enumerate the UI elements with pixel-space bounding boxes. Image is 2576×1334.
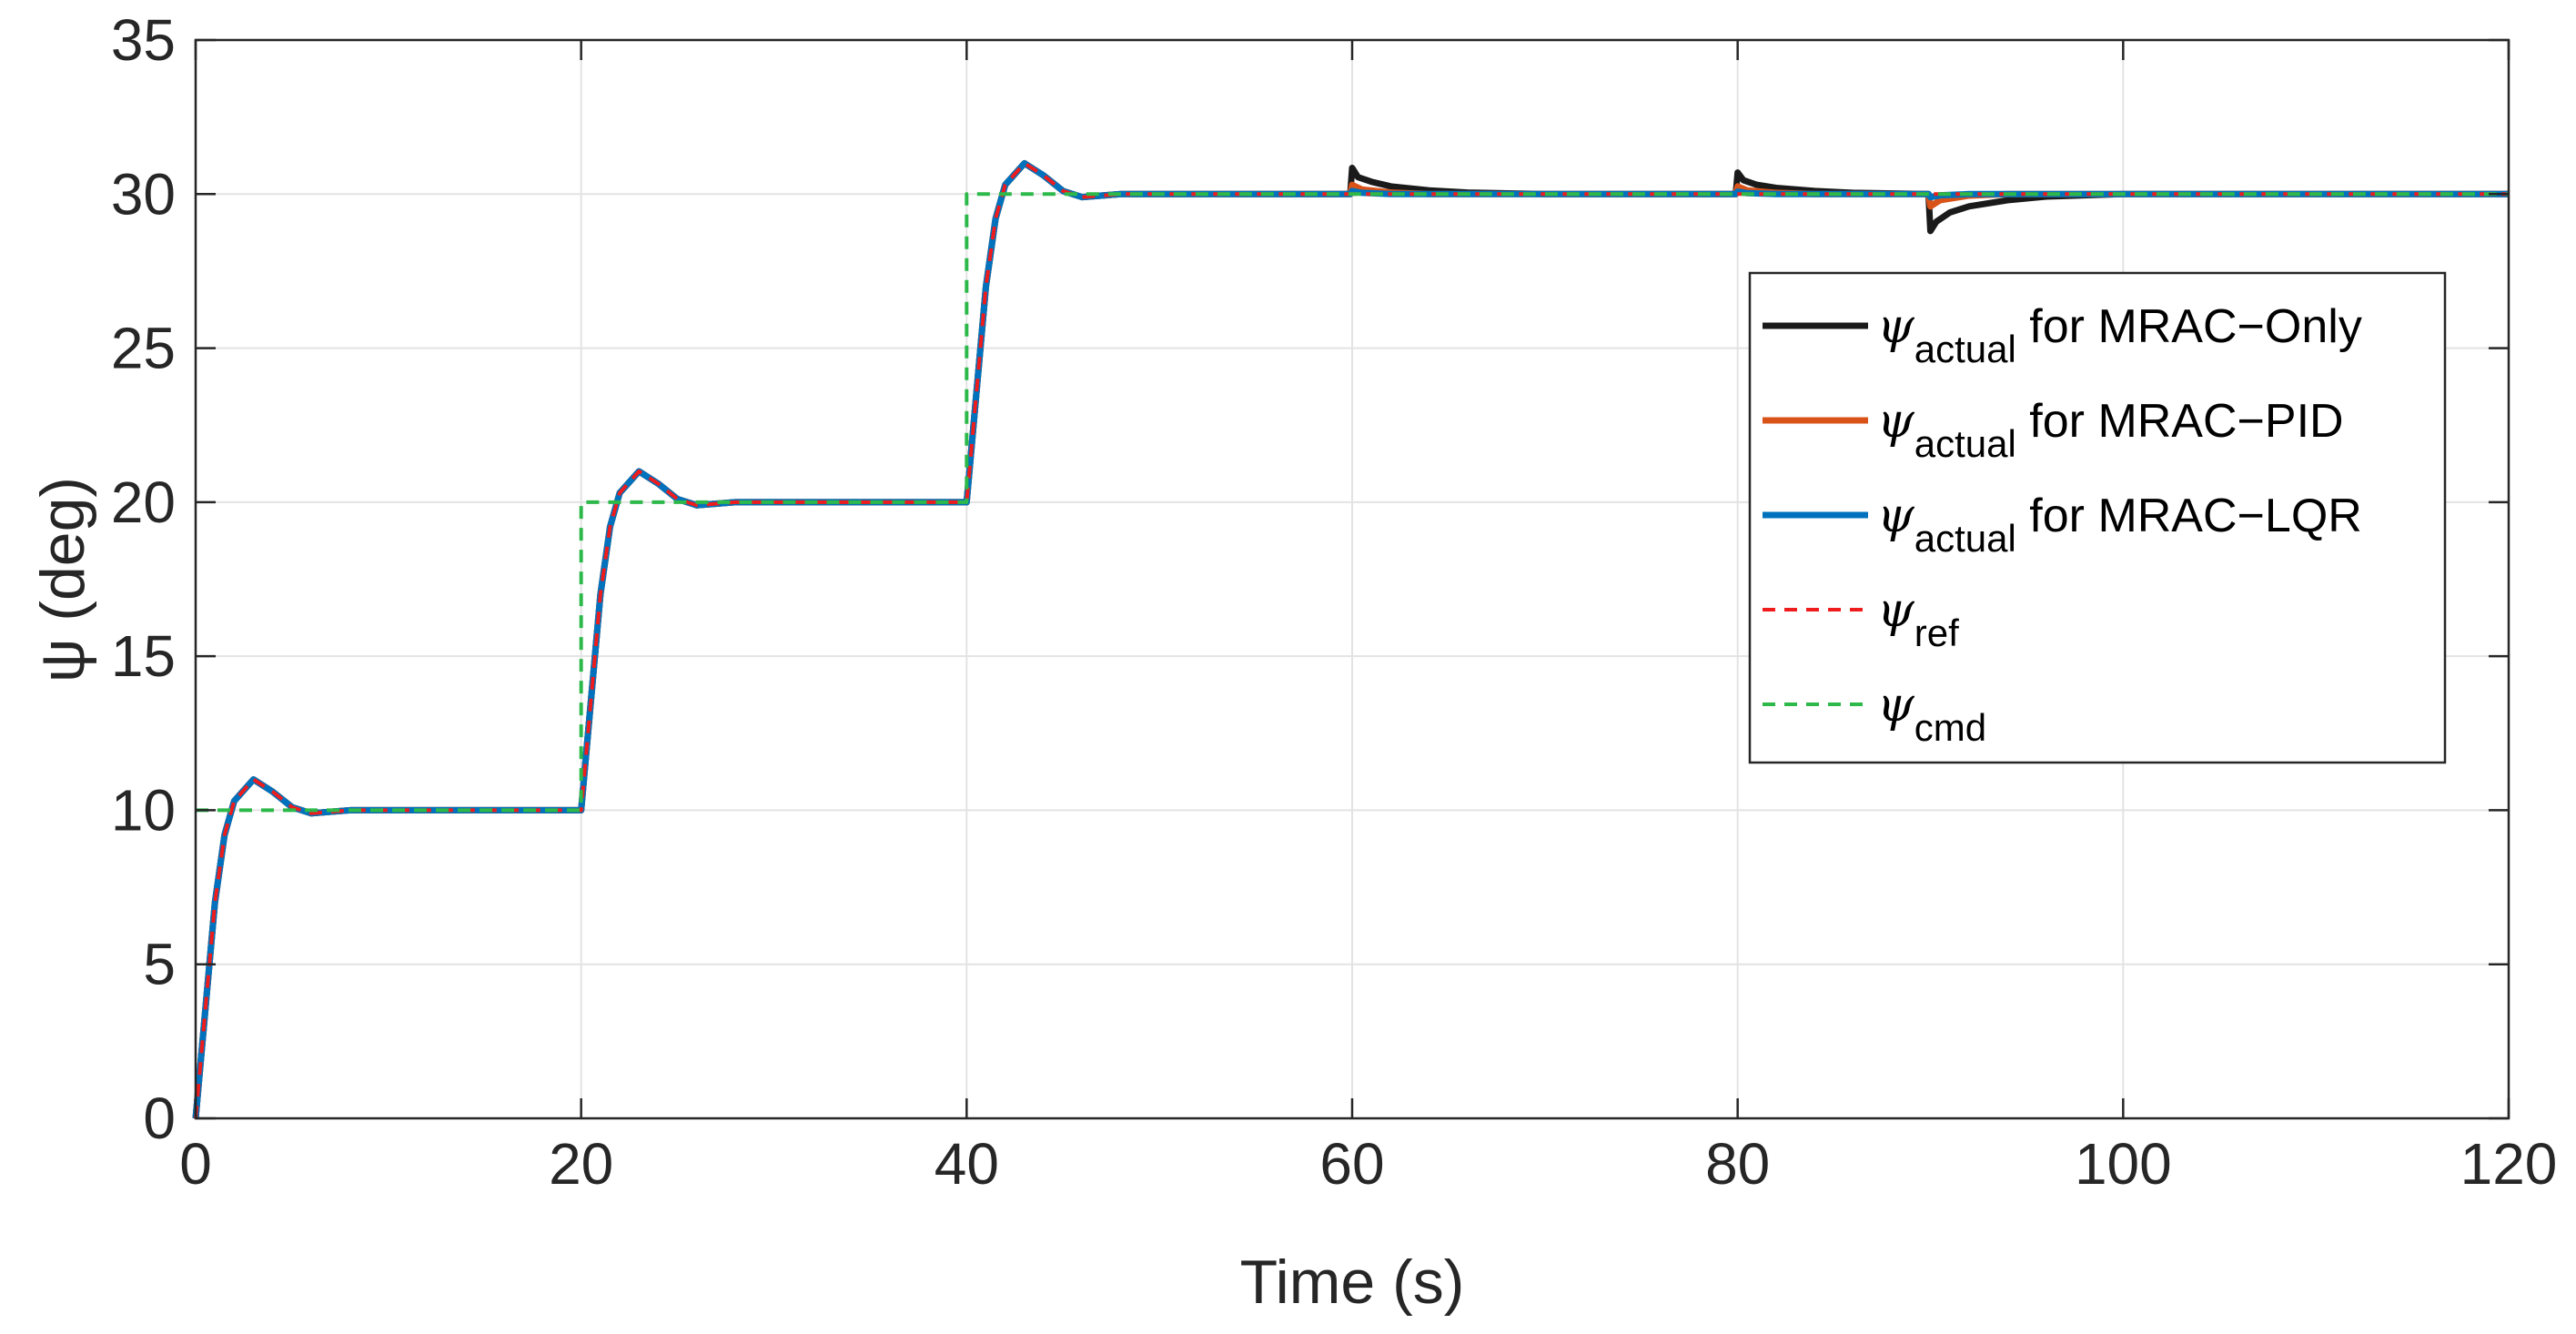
legend-subscript: cmd [1914,706,1986,749]
legend-entry: ψref [1877,583,1959,654]
x-tick-label: 0 [179,1131,212,1197]
y-tick-label: 30 [111,161,176,227]
axis-ticks: 0 20 40 60 80 100 120 0 5 10 15 20 25 30 35 [111,7,2558,1197]
legend-symbol: ψ [1877,489,1915,543]
x-axis-title: Time (s) [1240,1248,1465,1317]
x-tick-label: 60 [1319,1131,1384,1197]
legend-entry: ψcmd [1877,678,1986,749]
series-line-ref [194,161,2509,1119]
legend-subscript: actual [1914,422,2016,465]
x-tick-label: 120 [2460,1131,2558,1197]
legend-entry: ψactual for MRAC−PID [1877,394,2344,465]
legend-subscript: ref [1914,611,1959,654]
legend-symbol: ψ [1877,394,1915,449]
legend-subscript: actual [1914,517,2016,560]
y-axis-title: ψ (deg) [28,477,97,682]
y-tick-label: 25 [111,316,176,381]
y-tick-label: 10 [111,777,176,843]
y-tick-label: 35 [111,7,176,73]
y-tick-label: 0 [143,1086,176,1151]
series-line-cmd [196,192,2509,813]
legend-label: for MRAC−LQR [2016,490,2362,542]
y-tick-label: 20 [111,470,176,535]
x-tick-label: 100 [2075,1131,2172,1197]
legend-symbol: ψ [1877,299,1915,354]
x-tick-label: 80 [1705,1131,1770,1197]
x-tick-label: 20 [549,1131,613,1197]
y-tick-label: 15 [111,623,176,689]
series-layer [192,159,2509,1119]
y-tick-label: 5 [143,932,176,997]
legend-label: for MRAC−Only [2016,300,2362,353]
x-tick-label: 40 [934,1131,999,1197]
legend-entry: ψactual for MRAC−Only [1877,299,2362,370]
legend-subscript: actual [1914,328,2016,370]
legend-symbol: ψ [1877,678,1915,733]
legend-label: for MRAC−PID [2016,395,2344,448]
legend-entry: ψactual for MRAC−LQR [1877,489,2362,560]
legend-symbol: ψ [1877,583,1915,638]
